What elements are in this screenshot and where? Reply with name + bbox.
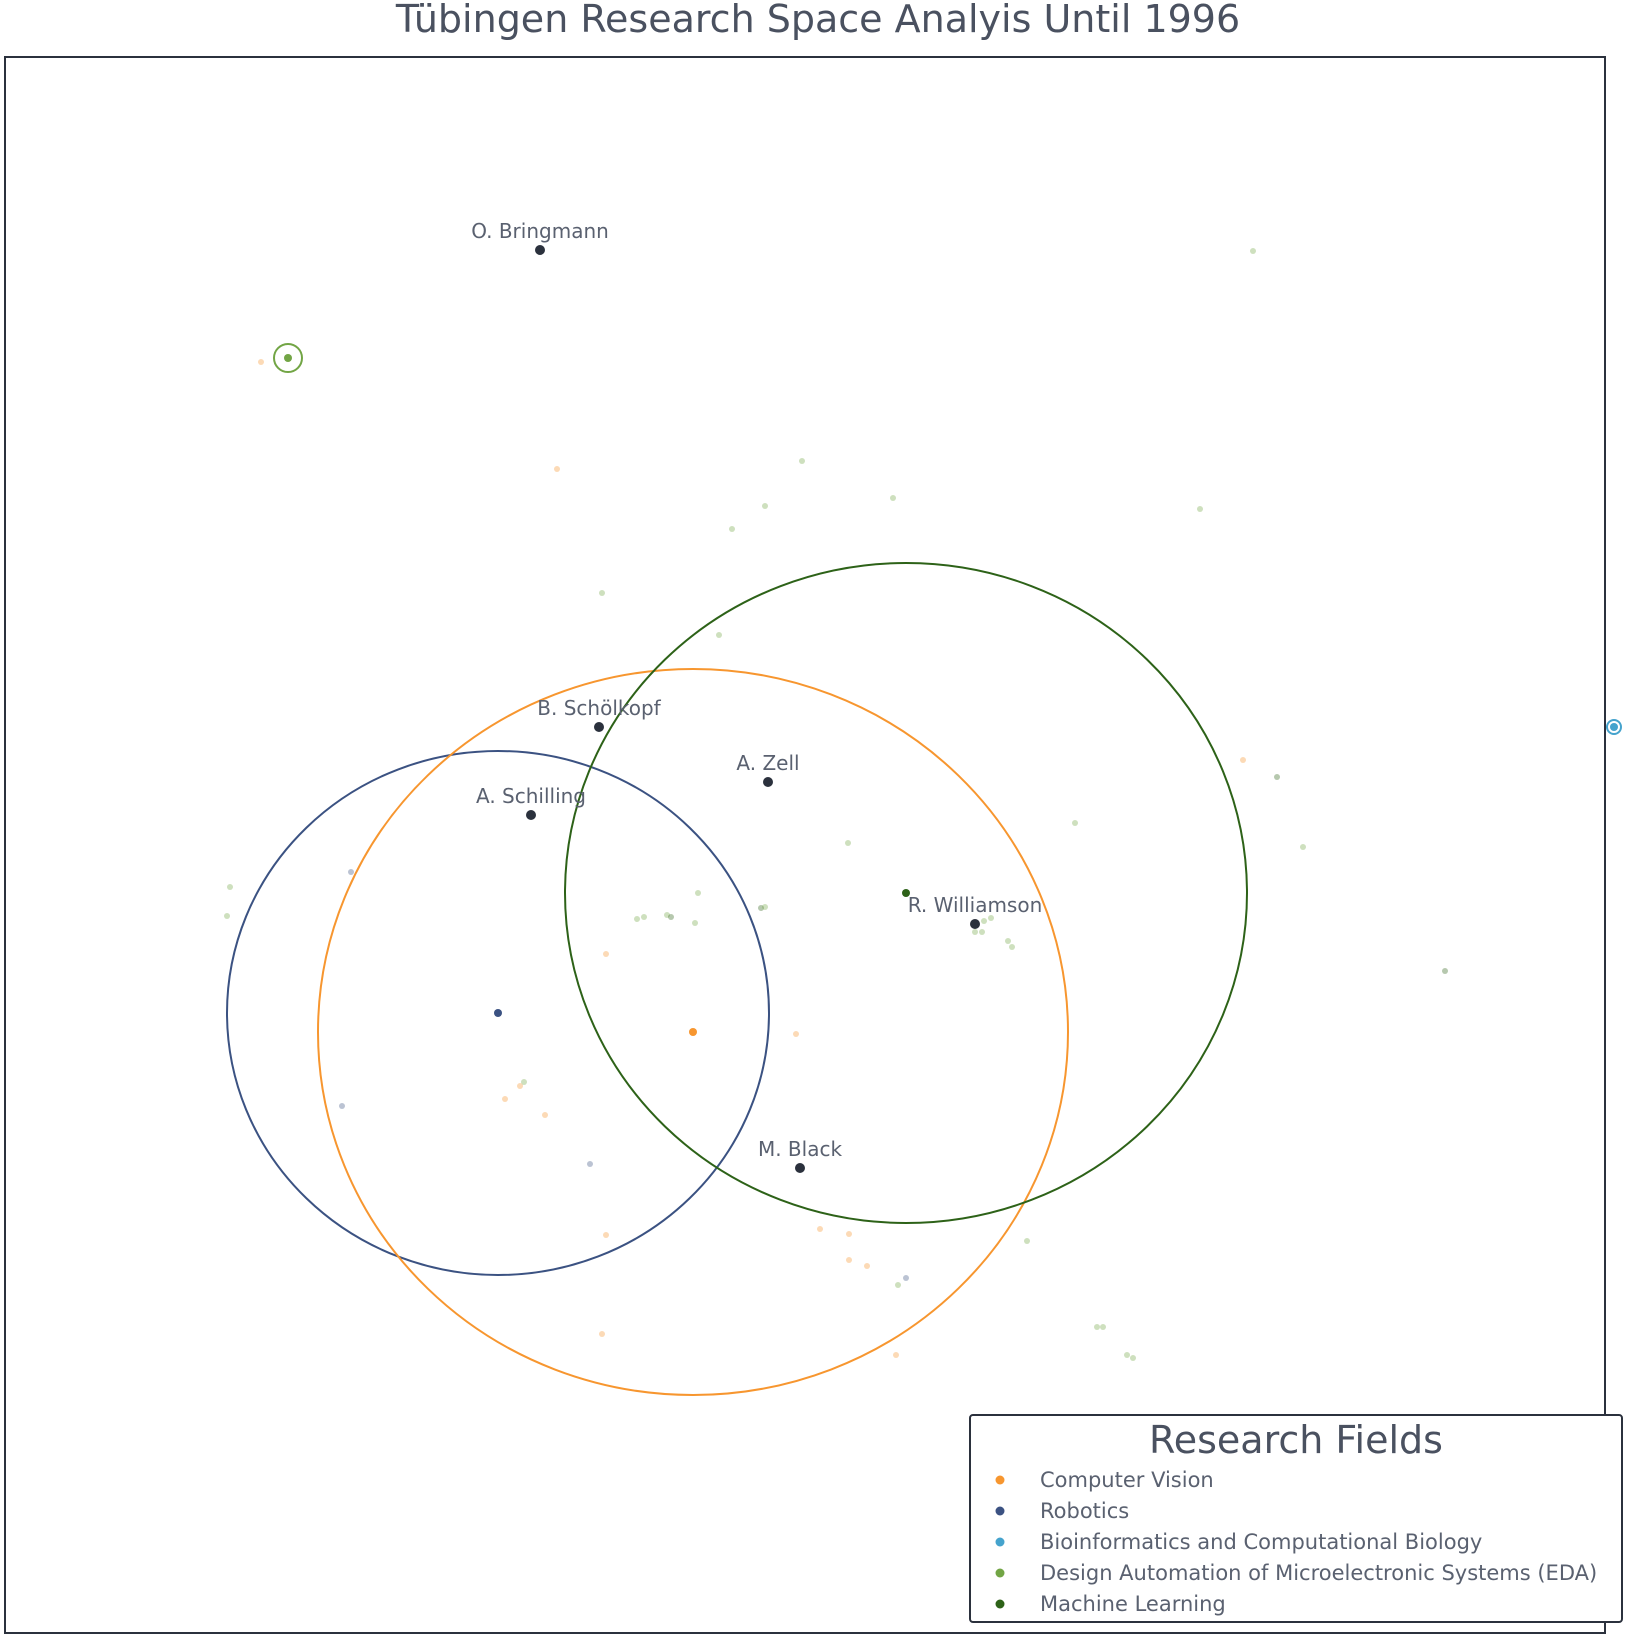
background-point — [1009, 944, 1015, 950]
researcher-point-b-sch-lkopf — [594, 722, 604, 732]
legend-box — [969, 1414, 1623, 1623]
background-point — [1100, 1324, 1106, 1330]
background-point — [641, 914, 647, 920]
background-point — [1240, 757, 1246, 763]
background-points — [224, 248, 1448, 1361]
legend-label: Computer Vision — [1040, 1468, 1214, 1492]
background-point — [895, 1282, 901, 1288]
field-point-bioinformatics — [1610, 723, 1618, 731]
background-point — [1124, 1352, 1130, 1358]
background-point — [1024, 1238, 1030, 1244]
researchers: O. Bringmann B. Schölkopf A. Zell A. Schill… — [471, 219, 1042, 1173]
background-point — [517, 1083, 523, 1089]
background-point — [979, 929, 985, 935]
background-point — [729, 526, 735, 532]
background-point — [846, 1257, 852, 1263]
field-point-robotics — [494, 1009, 502, 1017]
background-point — [224, 913, 230, 919]
background-point — [502, 1096, 508, 1102]
background-point — [817, 1226, 823, 1232]
field-ring-bioinformatics — [1606, 719, 1622, 735]
background-point — [542, 1112, 548, 1118]
legend-marker — [995, 1506, 1005, 1516]
background-point — [692, 920, 698, 926]
background-point — [1130, 1355, 1136, 1361]
field-circle-computer-vision — [317, 668, 1069, 1396]
field-circle-robotics — [226, 750, 770, 1276]
background-point — [258, 359, 264, 365]
legend-label: Bioinformatics and Computational Biology — [1040, 1530, 1482, 1554]
researcher-label-b-sch-lkopf: B. Schölkopf — [537, 696, 661, 720]
field-point-computer-vision — [689, 1028, 697, 1036]
background-point — [903, 1275, 909, 1281]
researcher-label-r-williamson: R. Williamson — [908, 893, 1043, 917]
background-point — [793, 1031, 799, 1037]
background-point — [227, 884, 233, 890]
researcher-label-m-black: M. Black — [758, 1137, 843, 1161]
researcher-label-o-bringmann: O. Bringmann — [471, 219, 609, 243]
field-circle-machine-learning — [564, 562, 1248, 1224]
researcher-point-m-black — [795, 1163, 805, 1173]
chart-title: Tübingen Research Space Analyis Until 19… — [395, 0, 1240, 41]
researcher-label-a-zell: A. Zell — [736, 751, 799, 775]
legend-marker — [995, 1537, 1005, 1547]
legend-label: Machine Learning — [1040, 1592, 1226, 1616]
background-point — [664, 912, 670, 918]
background-point — [972, 929, 978, 935]
researcher-point-r-williamson — [970, 919, 980, 929]
background-point — [634, 916, 640, 922]
researcher-point-o-bringmann — [535, 245, 545, 255]
background-point — [1005, 938, 1011, 944]
background-point — [716, 632, 722, 638]
plot-frame — [4, 56, 1606, 1634]
background-point — [1250, 248, 1256, 254]
background-point — [988, 915, 994, 921]
legend: Research Fields Computer Vision Robotics B… — [969, 1414, 1623, 1623]
background-point — [762, 904, 768, 910]
background-point — [893, 1352, 899, 1358]
field-ring-eda — [273, 343, 303, 373]
background-point — [864, 1263, 870, 1269]
background-point — [599, 1331, 605, 1337]
background-point — [603, 1232, 609, 1238]
background-point — [981, 918, 987, 924]
legend-label: Robotics — [1040, 1499, 1129, 1523]
background-point — [846, 1231, 852, 1237]
background-point — [762, 503, 768, 509]
background-point — [339, 1103, 345, 1109]
researcher-point-a-zell — [763, 777, 773, 787]
background-point — [521, 1079, 527, 1085]
legend-marker — [995, 1568, 1005, 1578]
legend-items: Computer Vision Robotics Bioinformatics an… — [995, 1468, 1597, 1616]
legend-title: Research Fields — [1149, 1418, 1443, 1462]
legend-label: Design Automation of Microelectronic Sys… — [1040, 1561, 1597, 1585]
background-point — [599, 590, 605, 596]
background-point — [758, 905, 764, 911]
legend-marker — [995, 1599, 1005, 1609]
background-point — [1274, 774, 1280, 780]
background-point — [587, 1161, 593, 1167]
background-point — [1072, 820, 1078, 826]
background-point — [1197, 506, 1203, 512]
legend-marker — [995, 1475, 1005, 1485]
background-point — [668, 914, 674, 920]
background-point — [348, 869, 354, 875]
researcher-point-a-schilling — [526, 810, 536, 820]
field-point-machine-learning — [902, 889, 910, 897]
field-circles — [226, 562, 1248, 1396]
background-point — [695, 890, 701, 896]
field-point-eda — [284, 354, 292, 362]
field-points — [273, 343, 1622, 1036]
background-point — [603, 951, 609, 957]
background-point — [799, 458, 805, 464]
background-point — [890, 495, 896, 501]
background-point — [554, 466, 560, 472]
background-point — [1442, 968, 1448, 974]
researcher-label-a-schilling: A. Schilling — [476, 784, 586, 808]
background-point — [1300, 844, 1306, 850]
background-point — [845, 840, 851, 846]
background-point — [1094, 1324, 1100, 1330]
